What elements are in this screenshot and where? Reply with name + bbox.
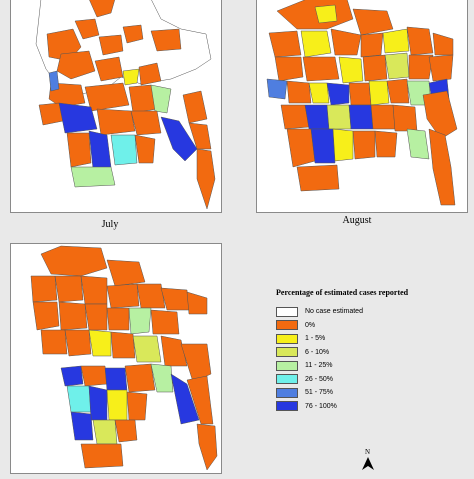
map-panel-third [10, 243, 222, 474]
legend-label: 76 - 100% [305, 402, 337, 410]
legend-title: Percentage of estimated cases reported [276, 288, 409, 297]
legend-item: 11 - 25% [276, 359, 466, 373]
north-label: N [365, 448, 370, 456]
legend-label: 26 - 50% [305, 375, 334, 383]
legend-label: 1 - 5% [305, 335, 326, 343]
legend-item: 51 - 75% [276, 386, 466, 400]
legend-swatch [276, 401, 298, 412]
legend-swatch [276, 387, 298, 398]
legend-swatch [276, 360, 298, 371]
bangladesh-map-july [35, 0, 216, 210]
map-legend: Percentage of estimated cases reported N… [276, 288, 466, 413]
legend-label: 6 - 10% [305, 348, 330, 356]
legend-item: 76 - 100% [276, 400, 466, 414]
north-arrow-icon: N [362, 448, 374, 470]
legend-swatch [276, 347, 298, 358]
legend-item: 6 - 10% [276, 346, 466, 360]
legend-swatch [276, 374, 298, 385]
legend-label: 0% [305, 321, 316, 329]
map-panel-july [10, 0, 222, 213]
map-caption-august: August [342, 215, 372, 226]
legend-item: 1 - 5% [276, 332, 466, 346]
legend-label: No case estimated [305, 308, 363, 316]
bangladesh-map-third [30, 245, 218, 471]
north-arrow: N [358, 446, 378, 474]
legend-swatch [276, 320, 298, 331]
legend-label: 11 - 25% [305, 362, 333, 370]
map-panel-august [256, 0, 468, 213]
map-caption-july: July [101, 219, 119, 230]
legend-swatch [276, 306, 298, 317]
legend-label: 51 - 75% [305, 389, 334, 397]
legend-swatch [276, 333, 298, 344]
legend-rows: No case estimated 0% 1 - 5% 6 - 10% 11 - 25%… [276, 305, 466, 413]
bangladesh-map-august [266, 0, 458, 206]
legend-item: 0% [276, 319, 466, 333]
legend-item: 26 - 50% [276, 373, 466, 387]
legend-item: No case estimated [276, 305, 466, 319]
